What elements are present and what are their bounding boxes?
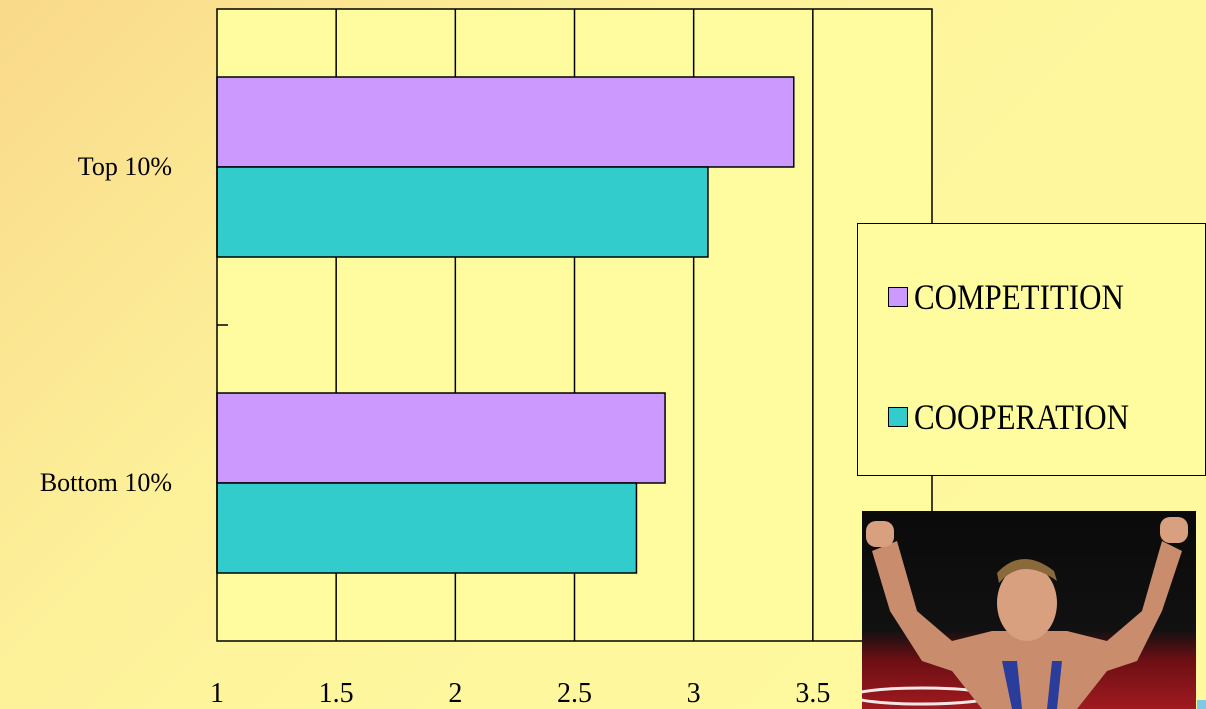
legend-item-cooperation: COOPERATION [888,396,1164,438]
x-tick-label-4: 3 [687,678,701,709]
x-tick-label-5: 3.5 [795,678,830,709]
x-tick-label-2: 2 [448,678,462,709]
legend-label-competition: COMPETITION [914,277,1124,317]
celebrating-wrestler-photo [862,511,1196,709]
x-tick-label-0: 1 [210,678,224,709]
edge-decoration [1197,700,1206,709]
legend-label-cooperation: COOPERATION [914,397,1130,437]
x-tick-label-3: 2.5 [557,678,592,709]
bar-cooperation-1 [216,482,638,574]
category-labels: Top 10% Bottom 10% [40,152,172,497]
category-label-1: Bottom 10% [40,468,172,497]
bar-cooperation-0 [216,166,709,258]
legend-swatch-competition [888,287,908,307]
bar-competition-1 [216,392,666,484]
legend-swatch-cooperation [888,407,908,427]
wrestler-figure-icon [862,517,1188,709]
category-label-0: Top 10% [78,152,172,181]
bars [216,76,795,574]
bar-competition-0 [216,76,795,168]
x-tick-labels: 1 1.5 2 2.5 3 3.5 [210,678,830,709]
legend: COMPETITION COOPERATION [857,223,1206,476]
x-tick-label-1: 1.5 [319,678,354,709]
legend-item-competition: COMPETITION [888,276,1158,318]
